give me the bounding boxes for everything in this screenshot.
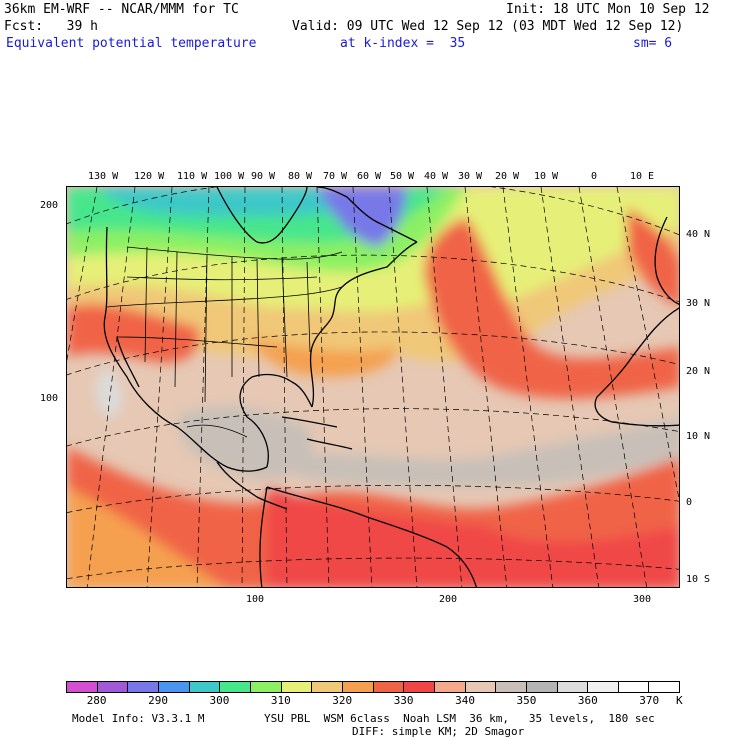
model-info: Model Info: V3.3.1 M [72,712,205,725]
colorbar [66,681,680,693]
longitude-label: 0 [591,171,598,182]
colorbar-segment [404,682,435,692]
longitude-label: 20 W [495,171,520,182]
colorbar-segment [434,682,466,692]
field-name: Equivalent potential temperature [6,36,257,51]
longitude-label: 130 W [88,171,119,182]
bottom-tick-300: 300 [633,594,652,605]
colorbar-segment [496,682,527,692]
colorbar-segment [250,682,282,692]
level-info: at k-index = 35 [340,36,466,51]
physics-info: YSU PBL WSM 6class Noah LSM 36 km, 35 le… [264,712,655,725]
init-time: Init: 18 UTC Mon 10 Sep 12 [506,2,710,17]
longitude-label: 60 W [357,171,382,182]
longitude-label: 70 W [323,171,348,182]
colorbar-label: 340 [455,694,475,707]
theta-e-map [66,186,680,588]
valid-time: Valid: 09 UTC Wed 12 Sep 12 (03 MDT Wed … [292,19,684,34]
colorbar-segment [649,682,680,692]
left-tick-200: 200 [40,200,59,211]
colorbar-units: K [676,694,683,707]
colorbar-segment [342,682,374,692]
longitude-label: 30 W [458,171,483,182]
longitude-label: 10 E [630,171,655,182]
colorbar-segment [189,682,221,692]
colorbar-segment [97,682,129,692]
political-borders [106,246,343,438]
longitude-label: 120 W [134,171,165,182]
colorbar-label: 320 [332,694,353,707]
forecast-hour: Fcst: 39 h [4,19,98,34]
colorbar-label: 350 [516,694,537,707]
colorbar-segment [158,682,190,692]
latitude-label: 40 N [686,229,711,240]
colorbar-segment [67,682,98,692]
colorbar-label: 330 [393,694,414,707]
smoothing-info: sm= 6 [633,36,673,51]
colorbar-segment [373,682,405,692]
colorbar-segment [220,682,251,692]
coastlines [103,187,679,587]
longitude-label: 10 W [534,171,559,182]
colorbar-segment [618,682,650,692]
bottom-tick-200: 200 [439,594,458,605]
colorbar-segment [465,682,497,692]
latitude-label: 10 S [686,574,711,585]
longitude-label: 80 W [288,171,313,182]
left-tick-100: 100 [40,393,59,404]
colorbar-segment [588,682,619,692]
colorbar-segment [281,682,313,692]
model-title: 36km EM-WRF -- NCAR/MMM for TC [4,2,239,17]
longitude-label: 100 W [214,171,245,182]
colorbar-label: 310 [270,694,291,707]
colorbar-segment [526,682,558,692]
colorbar-segment [128,682,159,692]
colorbar-label: 290 [148,694,168,707]
latitude-label: 20 N [686,366,711,377]
latitude-label: 0 [686,497,693,508]
colorbar-segment [557,682,589,692]
colorbar-segment [312,682,343,692]
colorbar-label: 360 [577,694,598,707]
longitude-label: 40 W [424,171,449,182]
latitude-label: 10 N [686,431,711,442]
latitude-label: 30 N [686,298,711,309]
diffusion-info: DIFF: simple KM; 2D Smagor [352,725,525,738]
colorbar-label: 280 [86,694,107,707]
map-canvas [67,187,679,587]
colorbar-label: 300 [209,694,230,707]
colorbar-label: 370 [639,694,660,707]
lat-lon-grid [67,187,679,587]
longitude-label: 50 W [390,171,415,182]
longitude-label: 110 W [177,171,208,182]
bottom-tick-100: 100 [246,594,265,605]
longitude-label: 90 W [251,171,276,182]
